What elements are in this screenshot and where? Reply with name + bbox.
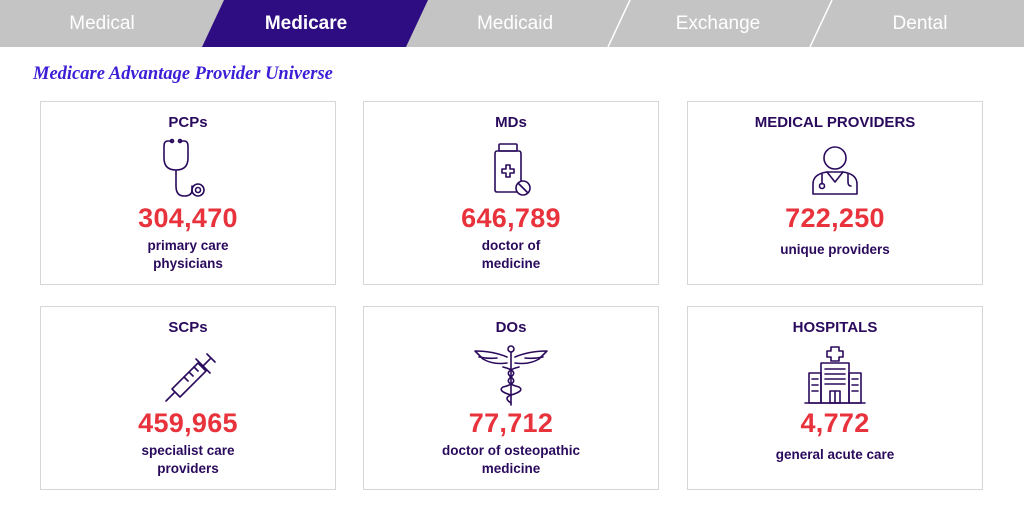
- card-value: 722,250: [785, 203, 885, 233]
- tab-dental[interactable]: Dental: [892, 13, 948, 34]
- card-title: SCPs: [168, 319, 208, 336]
- card-title: HOSPITALS: [792, 319, 878, 336]
- tab-medical[interactable]: Medical: [69, 13, 135, 34]
- tab-bar-background: [0, 0, 1024, 47]
- card-description: primary care physicians: [147, 238, 229, 271]
- card-value: 646,789: [461, 203, 561, 233]
- active-tab-shape: [202, 0, 428, 47]
- card-description: specialist care providers: [141, 443, 235, 476]
- card-description: general acute care: [775, 447, 895, 462]
- card-title: PCPs: [168, 114, 208, 131]
- caduceus-icon: [474, 345, 548, 406]
- medicine-bottle-icon: [494, 143, 531, 196]
- card-description: doctor of osteopathic medicine: [442, 443, 580, 476]
- card-mds: MDs 646,789 doctor of medicine: [363, 101, 659, 285]
- card-value: 4,772: [800, 408, 870, 438]
- syringe-icon: [165, 353, 216, 402]
- card-description: unique providers: [780, 242, 890, 257]
- tab-medicaid[interactable]: Medicaid: [476, 13, 554, 34]
- card-title: DOs: [495, 319, 527, 336]
- card-dos: DOs 77,712 doctor of osteopathic medicin…: [363, 306, 659, 490]
- card-medical-providers: MEDICAL PROVIDERS 722,250 unique provide…: [687, 101, 983, 285]
- tab-bar: Medical Medicare Medicaid Exchange Denta…: [0, 0, 1024, 47]
- card-title: MDs: [495, 114, 527, 131]
- hospital-icon: [804, 346, 866, 404]
- tab-exchange[interactable]: Exchange: [675, 13, 761, 34]
- card-title: MEDICAL PROVIDERS: [754, 114, 916, 131]
- card-pcps: PCPs 304,470 primary care physicians: [40, 101, 336, 285]
- doctor-icon: [812, 146, 858, 195]
- page-heading: Medicare Advantage Provider Universe: [33, 64, 333, 84]
- card-scps: SCPs 459,965 specialist care providers: [40, 306, 336, 490]
- card-value: 459,965: [138, 408, 238, 438]
- card-value: 77,712: [468, 408, 554, 438]
- tab-medicare[interactable]: Medicare: [264, 13, 348, 34]
- stethoscope-icon: [163, 138, 205, 197]
- card-description: doctor of medicine: [481, 238, 541, 271]
- card-value: 304,470: [138, 203, 238, 233]
- card-hospitals: HOSPITALS 4,772 general acute care: [687, 306, 983, 490]
